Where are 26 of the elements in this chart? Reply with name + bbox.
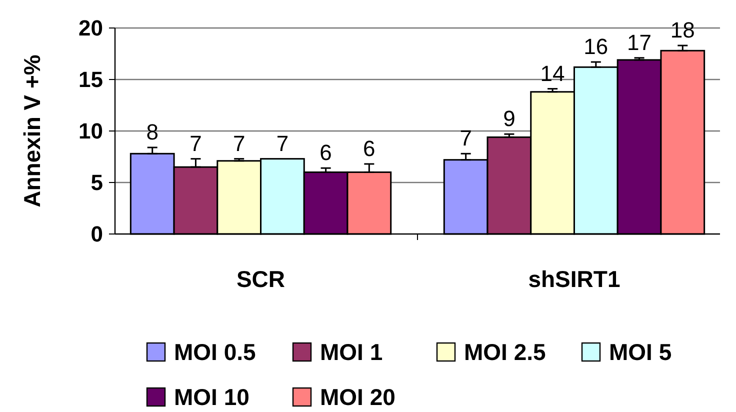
data-label: 7 <box>460 126 472 151</box>
data-label: 9 <box>503 106 516 132</box>
data-label: 6 <box>320 140 332 166</box>
x-tick-label: shSIRT1 <box>528 266 620 292</box>
legend-label: MOI 10 <box>174 384 250 410</box>
data-label: 6 <box>363 136 376 161</box>
legend-label: MOI 20 <box>320 384 396 410</box>
y-tick-label: 0 <box>90 222 103 247</box>
data-label: 18 <box>670 18 695 43</box>
legend-label: MOI 0.5 <box>174 339 256 365</box>
x-tick-label: SCR <box>236 266 286 292</box>
data-label: 7 <box>190 130 202 156</box>
data-label: 17 <box>627 30 652 55</box>
data-label: 14 <box>540 60 565 86</box>
y-tick-label: 20 <box>78 16 103 41</box>
legend-label: MOI 5 <box>609 339 672 365</box>
y-tick-label: 10 <box>78 118 103 144</box>
data-label: 8 <box>146 119 158 144</box>
y-tick-label: 5 <box>90 170 103 196</box>
data-label: 7 <box>276 130 289 156</box>
legend-label: MOI 2.5 <box>464 339 546 365</box>
y-axis-title: Annexin V +% <box>19 54 45 208</box>
legend-label: MOI 1 <box>320 339 383 365</box>
data-label: 16 <box>584 34 608 59</box>
y-tick-label: 15 <box>78 67 103 92</box>
data-label: 7 <box>232 130 246 156</box>
